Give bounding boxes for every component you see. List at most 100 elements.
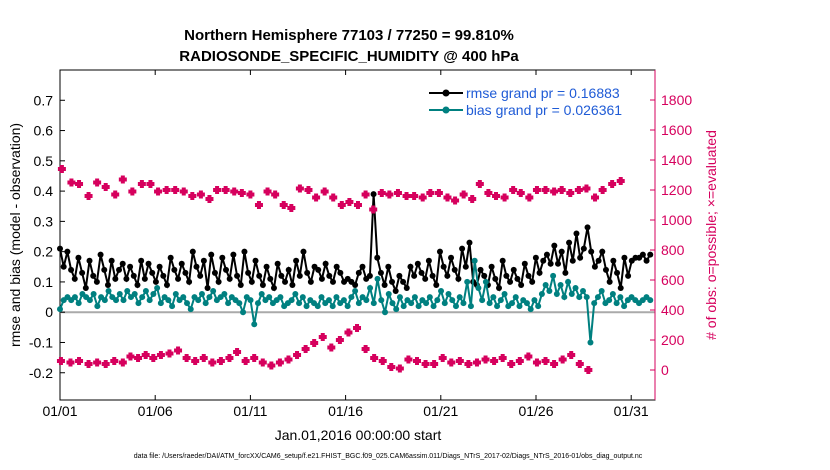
obs-count-point <box>237 189 246 197</box>
data-point <box>198 291 205 298</box>
data-point <box>329 303 336 310</box>
obs-count-point <box>267 361 276 370</box>
obs-count-point <box>149 354 158 362</box>
data-point <box>278 272 285 279</box>
data-point <box>160 272 167 279</box>
data-point <box>169 303 176 310</box>
y-right-axis-ticks: 0 200 400 600 800 1000 1200 1400 1600 1800 <box>650 70 692 400</box>
data-point <box>501 291 508 298</box>
legend: rmse grand pr = 0.16883 bias grand pr = … <box>424 80 650 120</box>
data-point <box>621 303 628 310</box>
series-1 <box>57 257 654 346</box>
data-point <box>591 263 598 270</box>
data-point <box>617 294 624 301</box>
data-point <box>512 294 519 301</box>
data-point <box>407 263 414 270</box>
y-right-tick-label: 1800 <box>661 92 692 108</box>
data-point <box>385 263 392 270</box>
y-left-tick-label: -0.1 <box>29 334 53 350</box>
data-point <box>466 239 473 246</box>
obs-count-point <box>246 190 255 199</box>
data-point <box>149 269 156 276</box>
obs-count-point <box>310 339 319 347</box>
data-point <box>325 297 332 304</box>
obs-count-point <box>295 184 304 193</box>
obs-count-point <box>241 357 250 365</box>
obs-count-point <box>541 357 550 365</box>
obs-count-point <box>410 192 419 200</box>
data-point <box>355 269 362 276</box>
data-point <box>546 288 553 295</box>
data-point <box>606 278 613 285</box>
data-point <box>503 272 510 279</box>
legend-box <box>424 80 650 120</box>
data-point <box>492 275 499 282</box>
data-point <box>204 284 211 291</box>
obs-count-point <box>156 351 165 359</box>
obs-count-point <box>455 357 464 365</box>
data-point <box>441 300 448 307</box>
data-point <box>621 254 628 261</box>
chart-title-line2: RADIOSONDE_SPECIFIC_HUMIDITY @ 400 hPa <box>179 48 519 65</box>
x-tick-label: 01/26 <box>518 403 553 419</box>
data-point <box>573 230 580 237</box>
obs-count-point <box>111 190 120 199</box>
data-point <box>594 294 601 301</box>
obs-count-point <box>387 363 396 371</box>
data-point <box>580 245 587 252</box>
obs-count-point <box>361 345 370 353</box>
obs-count-point <box>500 193 509 202</box>
y-right-tick-label: 800 <box>661 242 685 258</box>
data-point <box>326 272 333 279</box>
data-point <box>240 309 247 316</box>
data-point <box>565 278 572 285</box>
obs-count-point <box>171 186 180 194</box>
obs-count-point <box>434 189 443 197</box>
obs-count-point <box>179 187 188 196</box>
obs-count-point <box>165 349 174 358</box>
data-point <box>187 306 194 313</box>
obs-count-point <box>284 355 293 364</box>
data-point <box>142 288 149 295</box>
obs-count-point <box>293 351 302 359</box>
data-point <box>241 248 248 255</box>
data-point <box>617 284 624 291</box>
chart-title-line1: Northern Hemisphere 77103 / 77250 = 99.8… <box>184 27 514 44</box>
data-point <box>426 294 433 301</box>
data-point <box>171 266 178 273</box>
data-point <box>400 303 407 310</box>
data-point <box>403 284 410 291</box>
data-point <box>116 291 123 298</box>
data-point <box>180 294 187 301</box>
data-point <box>108 257 115 264</box>
data-point <box>396 294 403 301</box>
data-point <box>516 303 523 310</box>
data-point <box>411 294 418 301</box>
data-point <box>259 281 266 288</box>
data-point <box>94 303 101 310</box>
y-right-tick-label: 1600 <box>661 122 692 138</box>
obs-count-point <box>361 190 370 199</box>
data-point <box>438 288 445 295</box>
y-right-tick-label: 1400 <box>661 152 692 168</box>
data-point <box>184 300 191 307</box>
data-point <box>385 291 392 298</box>
data-point <box>120 297 127 304</box>
data-point <box>609 291 616 298</box>
obs-count-point <box>484 189 493 197</box>
data-point <box>234 272 241 279</box>
data-point <box>455 275 462 282</box>
data-point <box>245 269 252 276</box>
obs-count-point <box>404 355 413 364</box>
obs-count-point <box>369 205 378 214</box>
series-layer <box>56 165 654 374</box>
data-point <box>614 269 621 276</box>
data-point <box>236 300 243 307</box>
data-point <box>221 291 228 298</box>
data-point <box>226 275 233 282</box>
obs-count-point <box>584 366 593 374</box>
data-point <box>329 278 336 285</box>
data-point <box>366 272 373 279</box>
y-left-axis-label: rmse and bias (model - observation) <box>7 123 23 347</box>
